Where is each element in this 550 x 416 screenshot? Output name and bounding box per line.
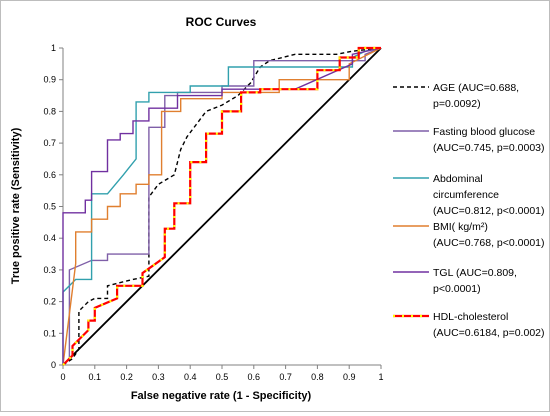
x-tick-label: 0.1 — [89, 372, 102, 382]
x-tick-label: 0.3 — [152, 372, 165, 382]
legend-item-tgl-label: p<0.0001) — [433, 283, 481, 295]
legend-item-tgl-label: TGL (AUC=0.809, — [433, 267, 517, 279]
legend-item-bmi-label: BMI( kg/m²) — [433, 221, 488, 233]
x-tick-label: 0.9 — [343, 372, 356, 382]
legend-item-abdominal-label: (AUC=0.812, p<0.0001) — [433, 205, 545, 217]
x-tick-label: 0.2 — [120, 372, 133, 382]
x-tick-label: 0.8 — [311, 372, 324, 382]
y-tick-label: 0.9 — [43, 75, 56, 85]
y-tick-label: 0.6 — [43, 170, 56, 180]
x-tick-label: 0.4 — [184, 372, 197, 382]
legend-item-hdl-cholesterol-label: HDL-cholesterol — [433, 311, 508, 323]
series-layer — [62, 46, 382, 366]
y-tick-label: 0.1 — [43, 328, 56, 338]
x-tick-label: 0.7 — [279, 372, 292, 382]
legend-item-fasting-blood-glucose-label: (AUC=0.745, p=0.0003) — [433, 142, 545, 154]
series-abdominal-line — [62, 47, 382, 365]
axis-ticks: 0 0.1 0.2 0.3 0.4 0.5 0.6 0.7 0.8 0.9 1 0 0.1 0.2 0.3 0… — [43, 43, 383, 382]
legend-item-abdominal-label: circumference — [433, 189, 499, 201]
chart-title: ROC Curves — [186, 15, 257, 29]
series-age-line — [62, 47, 382, 366]
x-tick-label: 0.6 — [248, 372, 261, 382]
y-tick-label: 0.4 — [43, 233, 56, 243]
x-axis-label: False negative rate (1 - Specificity) — [131, 390, 312, 402]
reference-diagonal-line — [62, 47, 382, 366]
x-tick-label: 0.5 — [216, 372, 229, 382]
series-tgl-line — [62, 47, 382, 365]
legend-item-bmi-label: (AUC=0.768, p<0.0001) — [433, 237, 545, 249]
x-tick-label: 0 — [60, 372, 65, 382]
legend-item-abdominal-label: Abdominal — [433, 173, 483, 185]
legend-item-fasting-blood-glucose-label: Fasting blood glucose — [433, 126, 535, 138]
y-tick-label: 0.7 — [43, 138, 56, 148]
y-tick-label: 0.8 — [43, 106, 56, 116]
legend-item-age-label: AGE (AUC=0.688, — [433, 82, 519, 94]
y-tick-label: 1 — [51, 43, 56, 53]
y-tick-label: 0 — [51, 360, 56, 370]
y-axis-label: True positive rate (Sensitivity) — [10, 127, 22, 284]
y-tick-label: 0.2 — [43, 297, 56, 307]
legend-item-hdl-cholesterol-label: (AUC=0.6184, p=0.002) — [433, 327, 545, 339]
legend-item-age-label: p=0.0092) — [433, 98, 481, 110]
y-tick-label: 0.3 — [43, 265, 56, 275]
legend: AGE (AUC=0.688, p=0.0092) Fasting blood gl… — [393, 82, 545, 339]
series-hdl-cholesterol-line-markers — [62, 46, 381, 366]
x-tick-label: 1 — [378, 372, 383, 382]
y-tick-label: 0.5 — [43, 202, 56, 212]
